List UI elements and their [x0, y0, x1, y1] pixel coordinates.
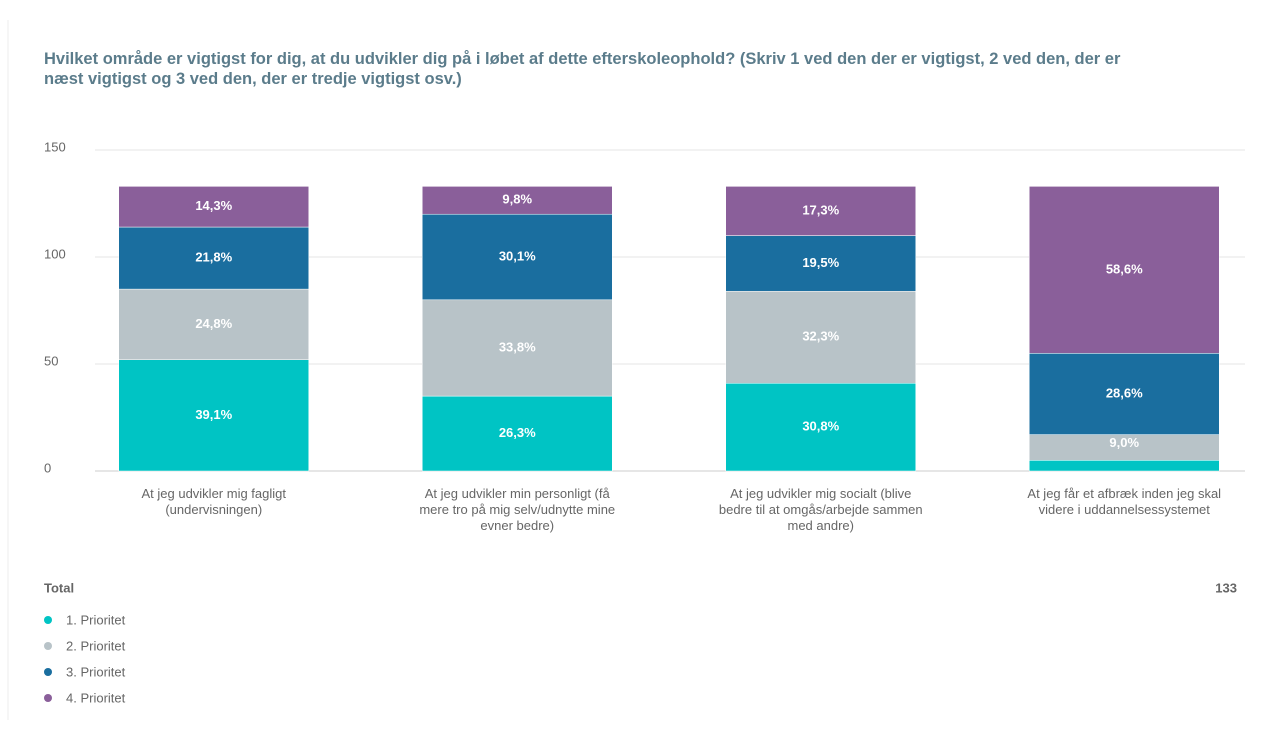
bar-segment — [1029, 434, 1220, 461]
bar-segment — [118, 186, 309, 228]
bar-segment — [725, 383, 916, 472]
legend-marker — [44, 694, 52, 702]
bar-segment — [422, 299, 613, 397]
value-label: 30,8% — [802, 419, 839, 434]
value-label: 19,5% — [802, 255, 839, 270]
legend-label: 4. Prioritet — [66, 690, 126, 705]
x-tick-label: At jeg udvikler min personligt (få mere … — [419, 486, 616, 533]
bar-segment — [725, 186, 916, 236]
legend-marker — [44, 668, 52, 676]
legend-label: 2. Prioritet — [66, 638, 126, 653]
value-label: 17,3% — [802, 202, 839, 217]
value-label: 28,6% — [1106, 385, 1143, 400]
legend-marker — [44, 616, 52, 624]
bar-segment — [118, 359, 309, 472]
y-tick-label: 0 — [44, 460, 51, 475]
x-tick-label: At jeg udvikler mig fagligt (undervisnin… — [141, 486, 286, 517]
value-label: 9,0% — [1109, 435, 1139, 450]
bar-segment — [118, 226, 309, 290]
bar-segment — [422, 186, 613, 215]
legend-label: 1. Prioritet — [66, 612, 126, 627]
bar-segment — [1029, 186, 1220, 354]
value-label: 26,3% — [499, 425, 536, 440]
value-label: 30,1% — [499, 248, 536, 263]
bar-segment — [1029, 353, 1220, 435]
bar-segment — [1029, 460, 1220, 472]
bar-segment — [422, 213, 613, 301]
y-tick-label: 100 — [44, 246, 66, 261]
y-tick-label: 50 — [44, 353, 58, 368]
y-tick-label: 150 — [44, 139, 66, 154]
total-value: 133 — [1215, 580, 1237, 595]
value-label: 39,1% — [195, 407, 232, 422]
bar-segment — [725, 235, 916, 292]
value-label: 32,3% — [802, 329, 839, 344]
legend-marker — [44, 642, 52, 650]
bar-segment — [422, 395, 613, 472]
bar-segment — [118, 288, 309, 360]
value-label: 58,6% — [1106, 261, 1143, 276]
value-label: 33,8% — [499, 339, 536, 354]
x-tick-label: At jeg får et afbræk inden jeg skal vide… — [1027, 486, 1222, 517]
legend-label: 3. Prioritet — [66, 664, 126, 679]
value-label: 24,8% — [195, 316, 232, 331]
total-label: Total — [44, 580, 74, 595]
value-label: 9,8% — [502, 192, 532, 207]
chart-title: Hvilket område er vigtigst for dig, at d… — [44, 50, 1121, 88]
x-tick-label: At jeg udvikler mig socialt (blive bedre… — [718, 486, 923, 533]
bar-segment — [725, 290, 916, 384]
value-label: 14,3% — [195, 198, 232, 213]
value-label: 21,8% — [195, 250, 232, 265]
